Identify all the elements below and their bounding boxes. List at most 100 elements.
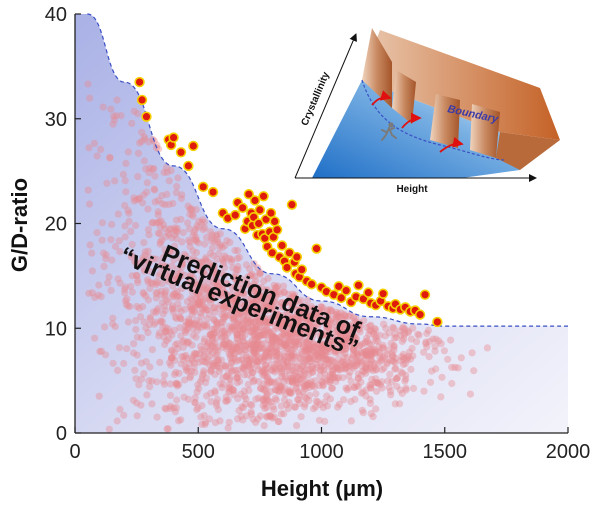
prediction-point — [319, 382, 327, 390]
prediction-point — [224, 396, 232, 404]
prediction-point — [316, 347, 324, 355]
prediction-point — [186, 238, 194, 246]
prediction-point — [194, 381, 202, 389]
prediction-point — [223, 237, 231, 245]
prediction-point — [138, 334, 146, 342]
prediction-point — [192, 288, 200, 296]
prediction-point — [273, 312, 281, 320]
prediction-point — [123, 345, 131, 353]
prediction-point — [213, 320, 221, 328]
prediction-point — [263, 396, 271, 404]
prediction-point — [345, 337, 353, 345]
prediction-point — [354, 325, 362, 333]
prediction-point — [209, 333, 217, 341]
prediction-point — [353, 358, 361, 366]
prediction-point — [156, 358, 164, 366]
prediction-point — [233, 276, 241, 284]
prediction-point — [231, 355, 239, 363]
prediction-point — [303, 346, 311, 354]
prediction-point — [333, 331, 341, 339]
prediction-point — [266, 305, 274, 313]
prediction-point — [361, 351, 370, 359]
prediction-point — [149, 308, 158, 316]
prediction-point — [328, 362, 336, 370]
prediction-point — [248, 327, 256, 335]
prediction-point — [229, 264, 237, 272]
prediction-point — [244, 273, 252, 281]
prediction-point — [263, 392, 271, 401]
prediction-point — [247, 318, 255, 326]
prediction-point — [155, 329, 164, 337]
prediction-point — [329, 337, 337, 345]
prediction-point — [374, 379, 382, 387]
prediction-point — [398, 353, 406, 361]
prediction-point — [313, 349, 321, 357]
prediction-point — [91, 334, 99, 342]
prediction-point — [306, 347, 314, 355]
prediction-point — [263, 364, 271, 372]
prediction-point — [110, 116, 119, 124]
prediction-point — [225, 388, 233, 396]
prediction-point — [166, 328, 174, 336]
prediction-point — [198, 402, 206, 410]
prediction-point — [183, 338, 191, 346]
prediction-point — [190, 321, 198, 329]
prediction-point — [336, 319, 344, 327]
prediction-point — [162, 287, 170, 295]
prediction-point — [191, 399, 199, 407]
prediction-point — [109, 359, 117, 367]
prediction-point — [273, 324, 281, 332]
prediction-point — [347, 377, 355, 385]
prediction-point — [276, 364, 284, 373]
prediction-point — [149, 165, 157, 173]
prediction-point — [351, 395, 359, 404]
prediction-point — [158, 259, 166, 267]
prediction-point — [185, 317, 193, 325]
prediction-point — [240, 313, 248, 321]
prediction-point — [178, 238, 186, 246]
prediction-point — [116, 405, 124, 413]
prediction-point — [302, 352, 310, 360]
prediction-point — [212, 353, 220, 361]
prediction-point — [288, 377, 296, 385]
prediction-point — [161, 292, 169, 300]
prediction-point — [242, 361, 250, 369]
prediction-point — [177, 307, 185, 315]
prediction-point — [256, 268, 264, 276]
prediction-point — [253, 333, 261, 342]
prediction-point — [223, 291, 231, 299]
prediction-point — [238, 355, 246, 363]
prediction-point — [340, 310, 348, 318]
prediction-point — [281, 384, 289, 392]
prediction-point — [248, 309, 256, 317]
prediction-point — [285, 324, 293, 332]
prediction-point — [261, 366, 269, 374]
prediction-point — [400, 354, 408, 362]
prediction-point — [281, 342, 289, 350]
prediction-point — [343, 354, 351, 362]
prediction-point — [353, 360, 361, 368]
prediction-point — [306, 351, 314, 359]
prediction-point — [385, 383, 393, 391]
prediction-point — [306, 345, 314, 353]
prediction-point — [315, 309, 323, 317]
prediction-point — [332, 364, 340, 372]
prediction-point — [226, 311, 234, 319]
prediction-point — [296, 305, 304, 313]
prediction-point — [391, 330, 399, 338]
prediction-point — [188, 288, 197, 296]
prediction-point — [263, 390, 271, 399]
prediction-point — [338, 320, 346, 328]
prediction-point — [209, 295, 217, 303]
prediction-point — [204, 347, 212, 356]
prediction-point — [437, 340, 445, 348]
prediction-point — [198, 305, 206, 313]
prediction-point — [317, 309, 325, 318]
prediction-point — [274, 377, 282, 385]
prediction-point — [311, 377, 319, 385]
prediction-point — [225, 418, 233, 426]
prediction-point — [139, 256, 147, 264]
prediction-point — [136, 259, 144, 267]
prediction-point — [231, 343, 239, 351]
prediction-point — [352, 337, 360, 345]
